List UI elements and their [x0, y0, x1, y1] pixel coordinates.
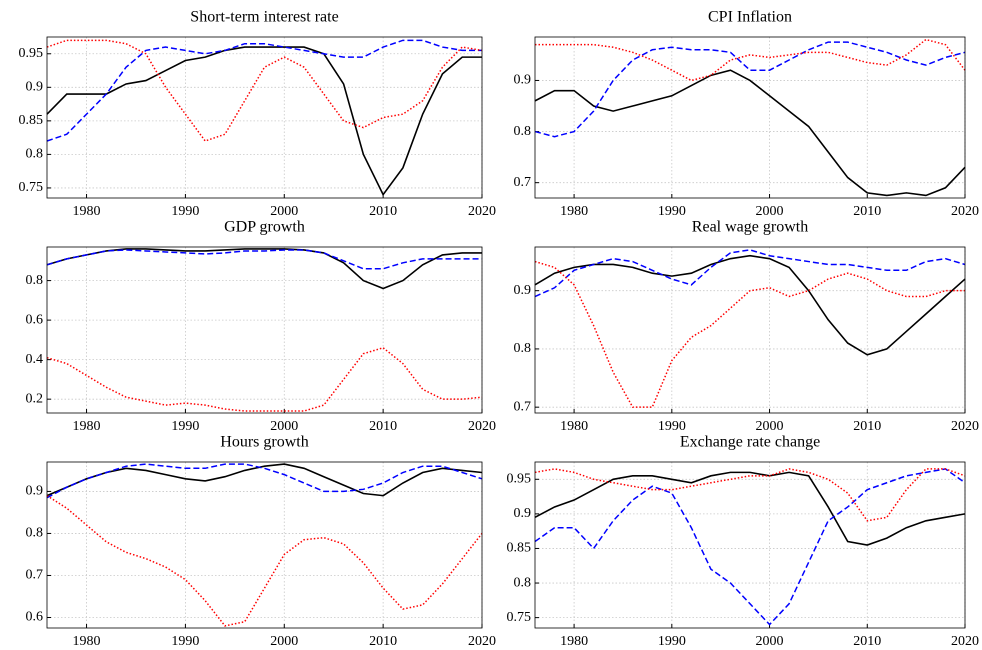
panel-title: CPI Inflation: [708, 9, 792, 26]
x-tick-label: 2020: [468, 634, 496, 649]
plot-frame: [46, 36, 483, 199]
x-tick-label: 2000: [756, 634, 784, 649]
panel-title: GDP growth: [224, 219, 305, 236]
series-line: [46, 346, 483, 412]
y-tick-label: 0.85: [507, 541, 532, 556]
x-tick-label: 1980: [73, 634, 101, 649]
series-line: [46, 494, 483, 627]
x-tick-label: 2000: [270, 419, 298, 434]
y-tick-label: 0.75: [19, 180, 44, 195]
x-tick-label: 1990: [658, 419, 686, 434]
panel: Real wage growth 1980 1990 2000 2010 2020 0.7 0…: [514, 219, 980, 435]
series-line: [46, 249, 482, 270]
series-line: [46, 39, 483, 142]
x-tick-label: 2010: [853, 419, 881, 434]
y-tick-label: 0.8: [514, 575, 532, 590]
series-line: [535, 38, 966, 82]
x-tick-label: 1980: [73, 419, 101, 434]
x-tick-label: 2020: [468, 419, 496, 434]
series-line: [534, 260, 965, 408]
series-line: [46, 463, 483, 499]
x-tick-label: 2010: [369, 634, 397, 649]
y-tick-label: 0.8: [26, 273, 44, 288]
plot-frame: [46, 461, 483, 629]
plot-frame: [534, 36, 966, 199]
y-tick-label: 0.7: [514, 175, 532, 190]
panel: Exchange rate change 1980 1990 2000 2010 2020…: [507, 434, 980, 650]
series-line: [46, 39, 482, 142]
series-line: [46, 463, 483, 497]
x-tick-label: 1980: [560, 634, 588, 649]
x-tick-label: 2000: [756, 419, 784, 434]
y-tick-label: 0.95: [19, 46, 44, 61]
y-tick-label: 0.8: [514, 124, 532, 139]
series-line: [534, 471, 966, 546]
y-tick-label: 0.95: [507, 472, 532, 487]
x-tick-label: 2020: [951, 634, 979, 649]
panel: GDP growth 1980 1990 2000 2010 2020 0.2 0.4 0.6 0…: [26, 219, 497, 435]
panel: CPI Inflation 1980 1990 2000 2010 2020 0.7 0.8 0…: [514, 9, 980, 220]
x-tick-label: 2010: [853, 204, 881, 219]
y-tick-label: 0.9: [26, 80, 44, 95]
x-tick-label: 2000: [756, 204, 784, 219]
y-tick-label: 0.2: [26, 391, 44, 406]
series-line: [534, 468, 966, 522]
y-tick-label: 0.8: [26, 526, 44, 541]
series-line: [534, 468, 966, 626]
y-tick-label: 0.4: [26, 352, 44, 367]
plot-frame: [534, 461, 966, 629]
plot-frame: [46, 246, 483, 414]
x-tick-label: 1980: [560, 204, 588, 219]
x-tick-label: 1990: [171, 634, 199, 649]
x-tick-label: 1980: [73, 204, 101, 219]
x-tick-label: 2020: [951, 419, 979, 434]
series-line: [534, 69, 966, 197]
x-tick-label: 1990: [171, 419, 199, 434]
y-tick-label: 0.85: [19, 113, 44, 128]
y-tick-label: 0.75: [507, 610, 532, 625]
x-tick-label: 1990: [658, 204, 686, 219]
x-tick-label: 2010: [369, 204, 397, 219]
y-tick-label: 0.9: [514, 506, 532, 521]
x-tick-label: 2020: [468, 204, 496, 219]
x-tick-label: 1980: [560, 419, 588, 434]
plot-frame: [534, 246, 966, 414]
series-line: [534, 249, 966, 298]
series-line: [534, 254, 966, 356]
y-tick-label: 0.9: [26, 484, 44, 499]
x-tick-label: 2010: [853, 634, 881, 649]
panel: Short-term interest rate 1980 1990 2000 2010…: [19, 9, 497, 220]
y-tick-label: 0.6: [26, 610, 44, 625]
y-tick-label: 0.7: [514, 399, 532, 414]
x-tick-label: 2020: [951, 204, 979, 219]
panel-title: Short-term interest rate: [190, 9, 338, 26]
series-line: [534, 41, 966, 138]
y-tick-label: 0.6: [26, 312, 44, 327]
x-tick-label: 1990: [658, 634, 686, 649]
x-tick-label: 1990: [171, 204, 199, 219]
x-tick-label: 2000: [270, 634, 298, 649]
panel-title: Exchange rate change: [680, 434, 820, 451]
y-tick-label: 0.7: [26, 568, 44, 583]
panel-title: Hours growth: [220, 434, 308, 451]
y-tick-label: 0.8: [26, 147, 44, 162]
y-tick-label: 0.9: [514, 283, 532, 298]
x-tick-label: 2000: [270, 204, 298, 219]
y-tick-label: 0.8: [514, 341, 532, 356]
y-tick-label: 0.9: [514, 73, 532, 88]
series-line: [46, 46, 482, 197]
panel-title: Real wage growth: [692, 219, 808, 236]
series-line: [46, 248, 482, 290]
x-tick-label: 2010: [369, 419, 397, 434]
panel: Hours growth 1980 1990 2000 2010 2020 0.6 0.7 0.…: [26, 434, 497, 650]
